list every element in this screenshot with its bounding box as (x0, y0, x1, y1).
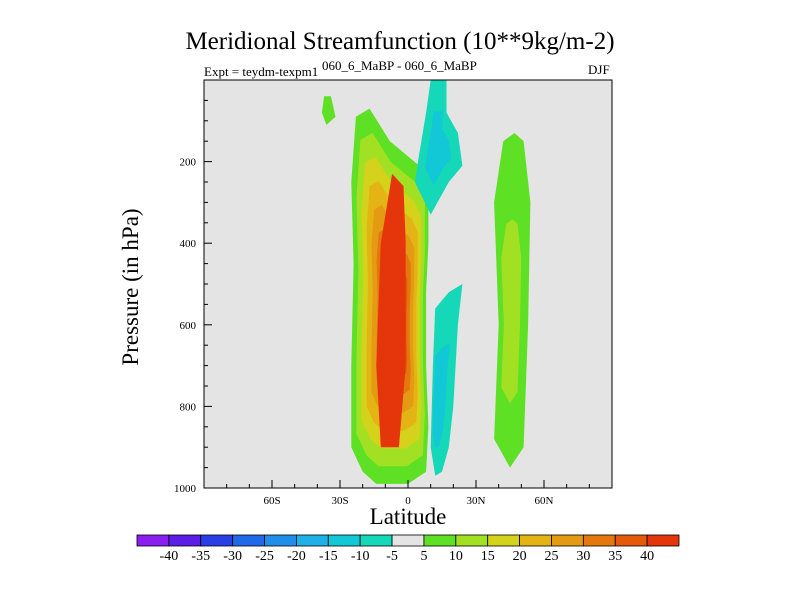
colorbar-label: 40 (640, 549, 654, 564)
positive-cell-nh-level-10 (501, 219, 522, 404)
colorbar-box (519, 534, 552, 547)
positive-cell-sh-level-40 (376, 173, 406, 448)
colorbar-label: 35 (608, 549, 622, 564)
experiment-label: Expt = teydm-texpm1 (204, 64, 319, 79)
small-positive-blob-level-5 (321, 96, 336, 125)
colorbar-label: -15 (319, 549, 338, 564)
x-tick-label: 30N (467, 495, 486, 507)
y-tick-label: 200 (180, 157, 197, 169)
x-axis-label: Latitude (369, 504, 447, 529)
y-tick-label: 600 (180, 320, 197, 332)
colorbar-box (614, 534, 648, 547)
colorbar-box (296, 534, 329, 547)
colorbar-label: -30 (223, 549, 242, 564)
colorbar-box (327, 534, 361, 547)
chart-title: Meridional Streamfunction (10**9kg/m-2) (185, 28, 615, 55)
negative-upper-tropics-level--10 (425, 111, 452, 186)
colorbar-label: 20 (513, 549, 527, 564)
colorbar-label: -20 (287, 549, 306, 564)
colorbar-label: -25 (255, 549, 274, 564)
contour-fills (321, 80, 531, 484)
colorbar-label: -10 (351, 549, 370, 564)
x-tick-label: 60N (535, 495, 554, 507)
y-tick-label: 400 (180, 238, 197, 250)
colorbar-label: 10 (449, 549, 463, 564)
colorbar-label: 15 (481, 549, 495, 564)
colorbar-box (646, 534, 680, 547)
colorbar-box (136, 534, 170, 547)
colorbar-box (391, 534, 425, 547)
negative-lower-tropics-level--10 (432, 342, 451, 449)
season-label: DJF (588, 62, 610, 77)
x-tick-label: 60S (263, 495, 280, 507)
comparison-label: 060_6_MaBP - 060_6_MaBP (322, 58, 477, 73)
colorbar-label: 25 (544, 549, 558, 564)
colorbar-box (551, 534, 584, 547)
colorbar-label: 30 (576, 549, 590, 564)
colorbar-label: -40 (160, 549, 179, 564)
colorbar-box (200, 534, 234, 547)
colorbar-label: 5 (420, 549, 427, 564)
colorbar-box (487, 534, 520, 547)
colorbar-label: -5 (386, 549, 398, 564)
colorbar-box (423, 534, 457, 547)
colorbar-box (455, 534, 489, 547)
y-tick-label: 1000 (174, 483, 197, 495)
colorbar-box (264, 534, 297, 547)
y-tick-label: 800 (180, 401, 197, 413)
colorbar-box (359, 534, 393, 547)
colorbar-label: -35 (191, 549, 210, 564)
x-tick-label: 0 (405, 495, 411, 507)
x-tick-label: 30S (331, 495, 348, 507)
colorbar-box (168, 534, 202, 547)
colorbar-box (582, 534, 616, 547)
colorbar-box (232, 534, 265, 547)
